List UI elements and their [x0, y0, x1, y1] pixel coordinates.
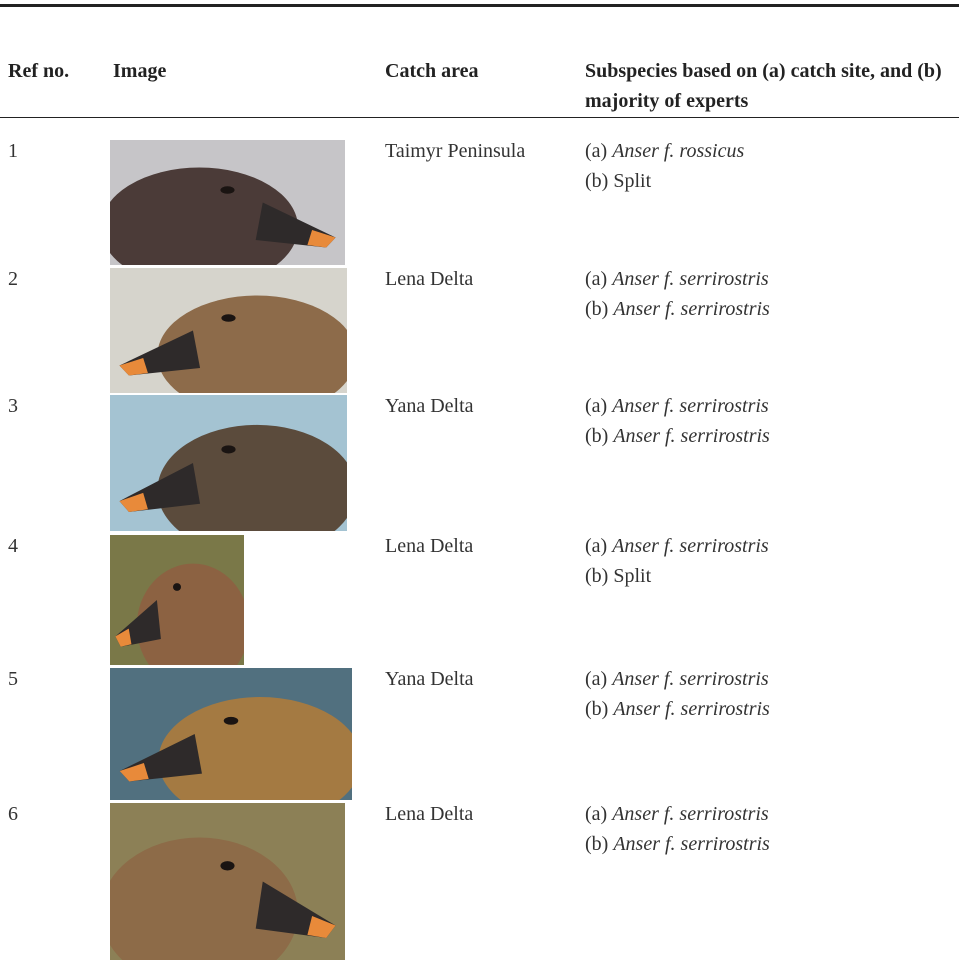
line-label: (a) [585, 535, 608, 557]
line-label: (b) [585, 698, 609, 720]
subspecies-name: Anser f. serrirostris [612, 395, 769, 417]
photo-shape [157, 424, 347, 531]
subspecies-name: Anser f. serrirostris [612, 268, 769, 290]
photo-drawing [110, 268, 347, 393]
line-label: (a) [585, 395, 608, 417]
subspecies-line: (b) Anser f. serrirostris [585, 421, 770, 451]
photo-drawing [110, 803, 345, 960]
goose-photo [110, 803, 345, 960]
area-cell: Yana Delta [385, 395, 474, 417]
line-label: (b) [585, 170, 609, 192]
photo-shape [220, 861, 235, 871]
goose-photo [110, 268, 347, 393]
ref-cell: 6 [8, 803, 18, 825]
photo-shape [307, 230, 336, 248]
ref-cell: 2 [8, 268, 18, 290]
subspecies-line: (a) Anser f. serrirostris [585, 391, 769, 421]
line-label: (a) [585, 803, 608, 825]
ref-cell: 3 [8, 395, 18, 417]
line-label: (a) [585, 668, 608, 690]
subspecies-line: (b) Split [585, 561, 651, 591]
subspecies-name: Anser f. serrirostris [613, 425, 770, 447]
photo-shape [119, 358, 148, 376]
photo-shape [307, 916, 336, 939]
line-label: (b) [585, 425, 609, 447]
subspecies-name: Anser f. serrirostris [613, 698, 770, 720]
photo-shape [158, 697, 352, 800]
photo-shape [221, 314, 236, 322]
line-label: (a) [585, 268, 608, 290]
line-label: (b) [585, 833, 609, 855]
ref-cell: 1 [8, 140, 18, 162]
header-rule [0, 117, 959, 118]
photo-shape [136, 563, 244, 665]
header-cell: Catch area [385, 60, 479, 82]
subspecies-line: (a) Anser f. serrirostris [585, 264, 769, 294]
subspecies-line: (a) Anser f. rossicus [585, 136, 744, 166]
subspecies-name: Anser f. serrirostris [612, 535, 769, 557]
subspecies-name: Anser f. serrirostris [613, 298, 770, 320]
photo-drawing [110, 140, 345, 265]
goose-photo [110, 668, 352, 800]
header-cell: Image [113, 60, 167, 82]
photo-drawing [110, 668, 352, 800]
subspecies-line: (b) Split [585, 166, 651, 196]
area-cell: Lena Delta [385, 803, 474, 825]
subspecies-line: (a) Anser f. serrirostris [585, 799, 769, 829]
photo-shape [157, 295, 347, 393]
ref-cell: 4 [8, 535, 18, 557]
photo-shape [221, 445, 236, 454]
subspecies-line: (b) Anser f. serrirostris [585, 294, 770, 324]
area-cell: Yana Delta [385, 668, 474, 690]
subspecies-line: (b) Anser f. serrirostris [585, 829, 770, 859]
photo-drawing [110, 395, 347, 531]
subspecies-line: (b) Anser f. serrirostris [585, 694, 770, 724]
photo-shape [110, 837, 298, 960]
header-cell: Ref no. [8, 60, 70, 82]
line-label: (b) [585, 298, 609, 320]
subspecies-line: (a) Anser f. serrirostris [585, 664, 769, 694]
header-cell: Subspecies based on (a) catch site, and … [585, 60, 942, 112]
subspecies-name: Anser f. serrirostris [612, 668, 769, 690]
photo-shape [220, 186, 235, 194]
top-rule [0, 4, 959, 7]
photo-shape [223, 716, 239, 725]
subspecies-name: Split [613, 170, 652, 192]
photo-shape [110, 167, 298, 265]
subspecies-name: Anser f. serrirostris [613, 833, 770, 855]
area-cell: Lena Delta [385, 268, 474, 290]
subspecies-name: Anser f. rossicus [612, 140, 745, 162]
photo-shape [119, 763, 149, 782]
subspecies-name: Anser f. serrirostris [612, 803, 769, 825]
ref-cell: 5 [8, 668, 18, 690]
photo-shape [172, 583, 182, 591]
photo-shape [115, 628, 132, 647]
goose-photo [110, 535, 244, 665]
subspecies-name: Split [613, 565, 652, 587]
subspecies-line: (a) Anser f. serrirostris [585, 531, 769, 561]
photo-drawing [110, 535, 244, 665]
line-label: (a) [585, 140, 608, 162]
photo-shape [119, 492, 148, 512]
goose-photo [110, 395, 347, 531]
area-cell: Lena Delta [385, 535, 474, 557]
line-label: (b) [585, 565, 609, 587]
goose-photo [110, 140, 345, 265]
area-cell: Taimyr Peninsula [385, 140, 526, 162]
